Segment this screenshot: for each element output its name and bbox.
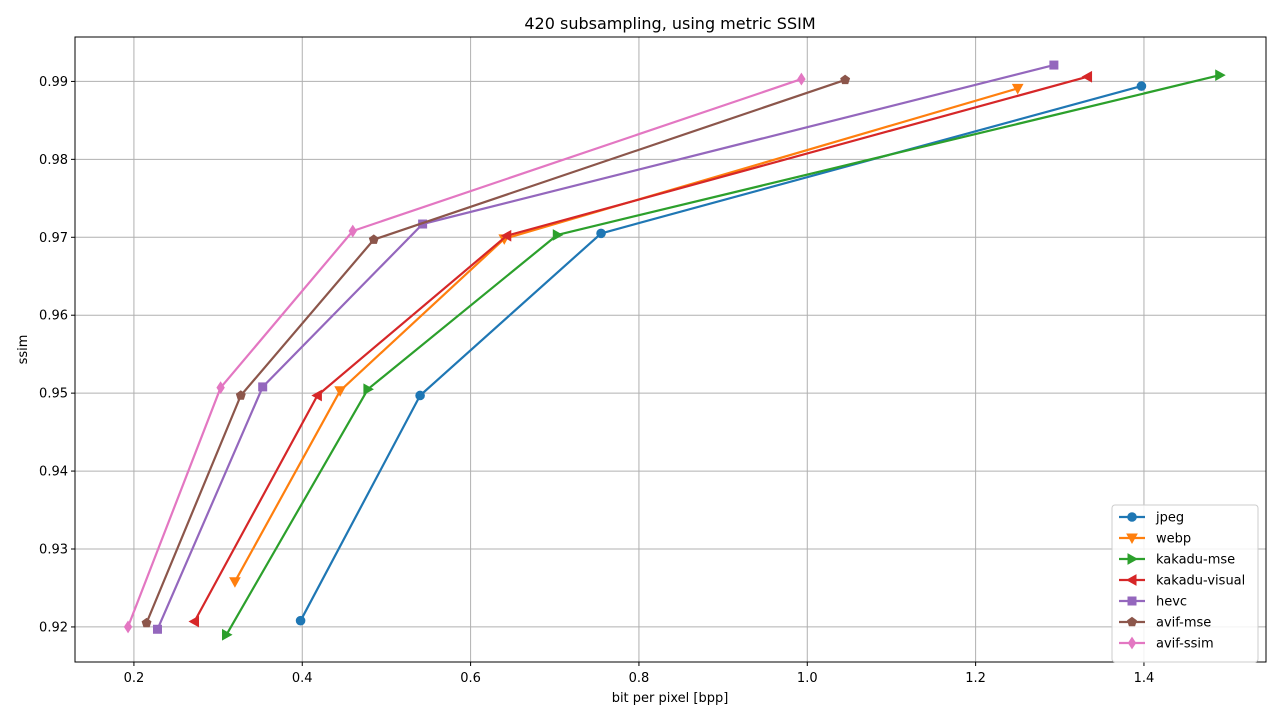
data-point-kakadu-visual	[1081, 70, 1093, 83]
data-point-kakadu-mse	[363, 383, 374, 396]
data-point-jpeg	[415, 390, 425, 401]
legend-item-avif-mse: avif-mse	[1119, 616, 1211, 631]
data-point-avif-ssim	[216, 381, 225, 395]
data-point-kakadu-visual	[188, 615, 200, 628]
data-point-jpeg	[295, 615, 306, 626]
data-point-avif-mse	[840, 74, 851, 85]
legend: jpeg webp kakadu-mse kakadu-visual hevc avif-…	[1111, 504, 1259, 663]
data-point-kakadu-mse	[1215, 69, 1226, 82]
legend-box	[1111, 504, 1259, 663]
data-point-kakadu-mse	[552, 229, 564, 241]
legend-marker	[1127, 616, 1137, 627]
x-tick-label: 0.2	[124, 671, 145, 686]
series-layer	[123, 60, 1226, 641]
x-tick-label: 1.4	[1134, 671, 1155, 686]
y-axis-label: ssim	[16, 335, 31, 365]
y-tick-label: 0.92	[39, 620, 68, 635]
legend-label: webp	[1156, 532, 1191, 547]
legend-marker	[1127, 596, 1137, 606]
series-avif-mse	[141, 74, 851, 628]
x-tick-label: 0.6	[460, 671, 481, 686]
data-point-avif-mse	[235, 390, 246, 400]
data-point-avif-ssim	[123, 620, 133, 634]
legend-marker	[1127, 553, 1139, 565]
data-point-avif-ssim	[348, 224, 357, 238]
legend-label: hevc	[1156, 595, 1187, 610]
legend-item-kakadu-visual: kakadu-visual	[1119, 574, 1245, 589]
data-point-avif-mse	[368, 234, 379, 244]
legend-label: kakadu-visual	[1156, 574, 1245, 589]
data-point-webp	[1011, 83, 1024, 95]
data-point-kakadu-visual	[311, 389, 322, 402]
legend-marker	[1127, 512, 1137, 522]
x-tick-label: 0.4	[292, 671, 313, 686]
chart-title: 420 subsampling, using metric SSIM	[524, 14, 815, 33]
y-tick-label: 0.94	[39, 465, 68, 480]
x-tick-label: 1.2	[965, 671, 986, 686]
data-point-hevc	[258, 382, 268, 392]
legend-label: kakadu-mse	[1156, 553, 1235, 568]
y-tick-label: 0.93	[39, 543, 68, 558]
series-line-kakadu-mse	[225, 74, 1220, 636]
legend-item-avif-ssim: avif-ssim	[1119, 637, 1214, 652]
series-line-avif-ssim	[126, 78, 802, 628]
legend-label: jpeg	[1155, 511, 1184, 526]
legend-item-webp: webp	[1119, 532, 1191, 547]
ticks: 0.2 0.4 0.6 0.8 1.0 1.2 1.4 0.92 0.93 0.94 0.95 0.9…	[39, 75, 1154, 686]
y-tick-label: 0.97	[39, 231, 68, 246]
data-point-jpeg	[596, 228, 606, 239]
data-point-jpeg	[1136, 81, 1147, 91]
series-kakadu-mse	[222, 69, 1226, 641]
series-avif-ssim	[123, 72, 806, 634]
y-tick-label: 0.98	[39, 153, 68, 168]
data-point-kakadu-mse	[222, 628, 233, 641]
legend-item-hevc: hevc	[1119, 595, 1187, 610]
data-point-kakadu-visual	[500, 229, 512, 242]
data-point-avif-mse	[141, 617, 152, 628]
y-tick-label: 0.95	[39, 387, 68, 402]
legend-label: avif-ssim	[1156, 637, 1214, 652]
data-point-hevc	[1049, 60, 1059, 70]
grid	[75, 37, 1266, 662]
legend-marker	[1125, 574, 1137, 586]
data-point-webp	[334, 386, 346, 397]
y-tick-label: 0.99	[39, 75, 68, 90]
series-line-avif-mse	[145, 78, 846, 624]
x-tick-label: 0.8	[629, 671, 650, 686]
y-tick-label: 0.96	[39, 309, 68, 324]
x-tick-label: 1.0	[797, 671, 818, 686]
plot-frame	[74, 36, 1267, 663]
legend-item-kakadu-mse: kakadu-mse	[1119, 553, 1235, 568]
series-line-kakadu-visual	[193, 75, 1088, 623]
legend-marker	[1126, 533, 1138, 545]
series-kakadu-visual	[188, 70, 1093, 628]
x-axis-label: bit per pixel [bpp]	[612, 691, 729, 706]
legend-marker	[1127, 636, 1137, 650]
data-point-hevc	[152, 624, 162, 634]
series-line-hevc	[156, 64, 1055, 630]
data-point-webp	[229, 577, 241, 588]
data-point-avif-ssim	[797, 72, 806, 86]
legend-label: avif-mse	[1156, 616, 1211, 631]
legend-item-jpeg: jpeg	[1119, 511, 1184, 526]
series-line-webp	[233, 87, 1019, 583]
